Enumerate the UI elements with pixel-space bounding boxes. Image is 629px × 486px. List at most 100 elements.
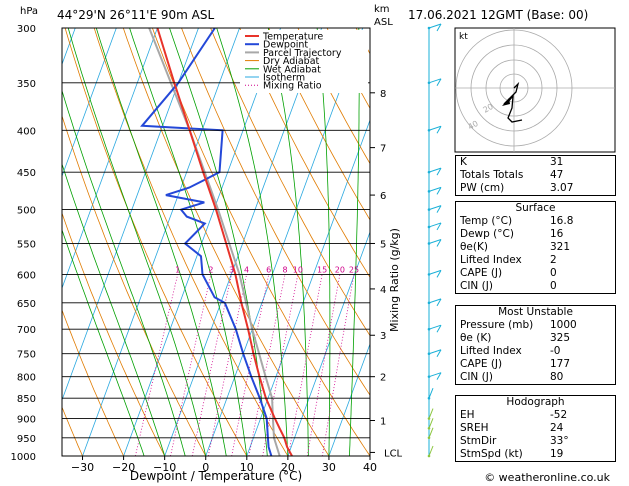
pressure-tick-label: 1000: [11, 452, 36, 463]
mixing-ratio-label: 4: [244, 265, 249, 274]
km-tick-label: 8: [380, 89, 386, 100]
wind-barb-shaft: [428, 167, 442, 173]
hodograph: kt 20 40: [454, 27, 616, 153]
mixing-ratio-axis-label: Mixing Ratio (g/kg): [388, 228, 401, 332]
temperature-tick-label: −10: [153, 461, 176, 474]
mixing-ratio-labels: 1 2 3 4 6 8 10 15 20 25: [175, 265, 359, 274]
wind-barb-flag: [436, 222, 442, 231]
km-axis: 1 2 3 4 5 6 7 8 LCL: [370, 89, 403, 459]
index-row: PW (cm) 3.07: [460, 182, 574, 194]
surface-title: Surface: [515, 202, 556, 214]
pressure-tick-label: 550: [17, 239, 36, 250]
mixing-ratio-line: [170, 274, 212, 456]
hodograph-ring-20: 20: [482, 102, 495, 115]
km-tick-label: 5: [380, 239, 386, 250]
pressure-tick-label: 750: [17, 350, 36, 361]
surface-row: Dewp (°C) 16: [460, 228, 564, 240]
km-label: km: [374, 4, 390, 15]
legend-label: Isotherm: [263, 73, 305, 84]
isotherm-line: [164, 28, 323, 456]
legend-label: Temperature: [262, 32, 323, 43]
mixing-ratio-label: 2: [208, 265, 213, 274]
temperature-tick-label: −30: [71, 461, 94, 474]
mu-row: θe (K) 325: [460, 332, 571, 344]
km-tick-label: 3: [380, 331, 386, 342]
hpa-label: hPa: [20, 6, 38, 17]
copyright: © weatheronline.co.uk: [484, 471, 610, 484]
wind-barb-flag: [436, 298, 442, 307]
mixing-ratio-label: 3: [229, 265, 234, 274]
hodograph-params-title: Hodograph: [506, 396, 565, 408]
mixing-ratio-label: 6: [266, 265, 271, 274]
mu-row: Lifted Index -0: [460, 345, 561, 357]
location-title: 44°29'N 26°11'E 90m ASL: [57, 8, 214, 22]
legend-label: Dewpoint: [263, 40, 308, 51]
isotherm-line: [62, 28, 199, 402]
wind-barb-flag: [436, 23, 442, 32]
wind-barb-shaft: [428, 349, 442, 355]
wind-barb-shaft: [428, 269, 442, 275]
km-tick-label: 1: [380, 417, 386, 428]
index-row: Totals Totals 47: [460, 169, 564, 181]
dry-adiabat-line: [62, 406, 83, 456]
mixing-ratio-label: 8: [282, 265, 287, 274]
wind-barb-shaft: [428, 298, 442, 304]
wind-barb-shaft: [428, 239, 442, 244]
temperature-tick-label: 10: [240, 461, 254, 474]
wind-barb-shaft: [428, 23, 442, 29]
surface-row: Lifted Index 2: [460, 254, 557, 266]
wind-barb-shaft: [428, 408, 434, 419]
asl-label: ASL: [374, 17, 393, 28]
wind-barb-flag: [436, 372, 442, 380]
wind-barb-flag: [436, 270, 442, 278]
surface-row: CAPE (J) 0: [460, 267, 557, 279]
wind-barb-flag: [436, 349, 442, 357]
wind-barb-shaft: [428, 324, 442, 330]
km-tick-label: 7: [380, 144, 386, 155]
wind-barb-flag: [436, 205, 442, 213]
pressure-tick-label: 600: [17, 270, 36, 281]
wind-barb-flag: [436, 324, 442, 333]
hodograph-params-table: Hodograph EH -52 SREH 24 StmDir 33° StmSpd …: [455, 395, 616, 462]
wind-barb-flag: [436, 239, 442, 247]
indices-table: K 31 Totals Totals 47 PW (cm) 3.07: [455, 155, 616, 196]
isotherm-line: [205, 28, 364, 456]
x-axis-label: Dewpoint / Temperature (°C): [130, 469, 302, 483]
wind-barb-shaft: [428, 388, 434, 399]
legend-label: Dry Adiabat: [263, 56, 320, 67]
wind-barb-shaft: [428, 445, 434, 457]
mixing-ratio-line: [135, 274, 179, 456]
surface-row: θe(K) 321: [460, 241, 571, 253]
legend-label: Wet Adiabat: [263, 64, 321, 75]
isotherm-line: [62, 28, 76, 66]
isotherm-line: [246, 118, 370, 456]
wind-barb-flag: [436, 78, 442, 87]
wind-barb-shaft: [428, 186, 442, 192]
pressure-tick-label: 500: [17, 206, 36, 217]
mixing-ratio-label: 25: [349, 265, 359, 274]
hodo-row: StmSpd (kt) 19: [460, 448, 564, 460]
pressure-axis: 300 350 400 450 500 550 600 650 700 750 800 850 900 9…: [11, 24, 36, 463]
wind-barb-flag: [436, 167, 442, 176]
pressure-tick-label: 400: [17, 126, 36, 137]
km-tick-label: 4: [380, 285, 386, 296]
legend-label: Parcel Trajectory: [263, 48, 342, 59]
isobars: [62, 27, 370, 457]
wet-adiabat-line: [62, 162, 166, 456]
datetime: 17.06.2021 12GMT (Base: 00): [408, 8, 588, 22]
wind-barb-shaft: [428, 418, 434, 429]
mu-row: Pressure (mb) 1000: [460, 319, 577, 331]
dry-adiabat-line: [62, 309, 124, 456]
pressure-tick-label: 900: [17, 415, 36, 426]
mixing-ratio-line: [306, 274, 341, 456]
isotherm-line: [62, 28, 158, 290]
dry-adiabat-line: [297, 28, 370, 165]
mixing-ratio-label: 20: [335, 265, 345, 274]
most-unstable-title: Most Unstable: [498, 306, 573, 318]
temperature-tick-label: 40: [363, 461, 377, 474]
wind-barb-shaft: [428, 205, 442, 211]
wind-barb-flag: [436, 187, 442, 195]
dry-adiabat-line: [268, 28, 370, 221]
temperature-tick-label: 0: [202, 461, 209, 474]
